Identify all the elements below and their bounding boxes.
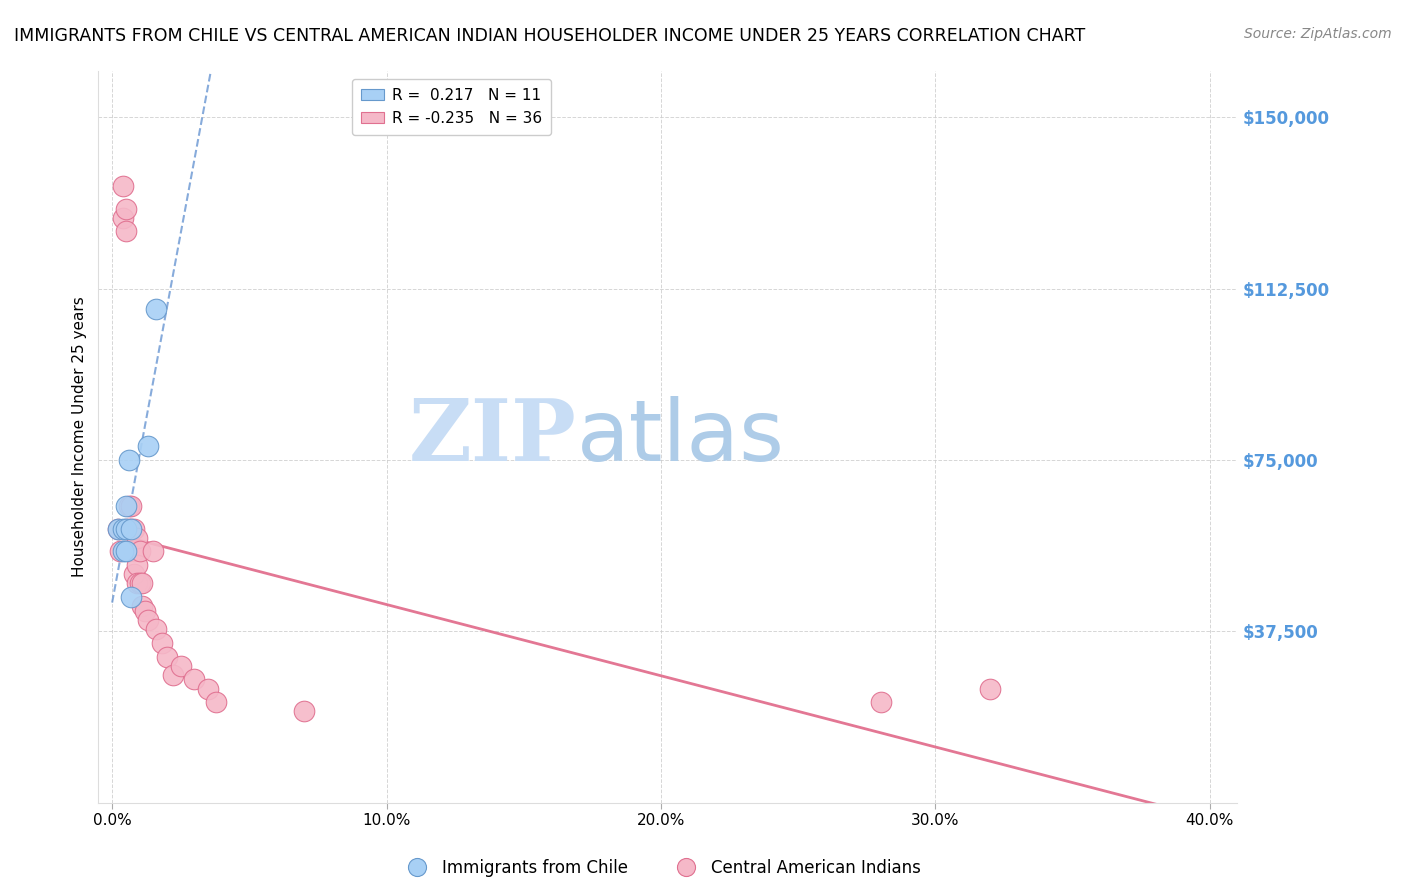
Point xyxy=(120,521,142,535)
Point xyxy=(136,613,159,627)
Point xyxy=(115,224,138,238)
Text: ZIP: ZIP xyxy=(409,395,576,479)
Point xyxy=(122,567,145,582)
Point xyxy=(112,544,135,558)
Point xyxy=(110,544,132,558)
Point xyxy=(107,521,129,535)
Point xyxy=(136,439,159,453)
Point xyxy=(115,202,138,216)
Y-axis label: Householder Income Under 25 years: Householder Income Under 25 years xyxy=(72,297,87,577)
Point xyxy=(112,211,135,225)
Point xyxy=(205,695,228,709)
Point xyxy=(292,705,315,719)
Point xyxy=(125,576,148,591)
Point xyxy=(145,622,167,636)
Point xyxy=(131,599,153,614)
Point xyxy=(115,544,138,558)
Point xyxy=(131,576,153,591)
Point xyxy=(150,636,173,650)
Point xyxy=(197,681,219,696)
Point xyxy=(117,453,139,467)
Point xyxy=(125,558,148,573)
Point xyxy=(134,604,156,618)
Point xyxy=(120,521,142,535)
Point xyxy=(128,544,150,558)
Text: IMMIGRANTS FROM CHILE VS CENTRAL AMERICAN INDIAN HOUSEHOLDER INCOME UNDER 25 YEA: IMMIGRANTS FROM CHILE VS CENTRAL AMERICA… xyxy=(14,27,1085,45)
Legend: R =  0.217   N = 11, R = -0.235   N = 36: R = 0.217 N = 11, R = -0.235 N = 36 xyxy=(352,79,551,135)
Point xyxy=(125,531,148,545)
Point xyxy=(120,499,142,513)
Point xyxy=(869,695,891,709)
Point xyxy=(112,521,135,535)
Point xyxy=(120,590,142,604)
Point xyxy=(162,667,184,681)
Point xyxy=(183,673,205,687)
Point xyxy=(112,178,135,193)
Legend: Immigrants from Chile, Central American Indians: Immigrants from Chile, Central American … xyxy=(394,853,928,884)
Point xyxy=(117,544,139,558)
Point xyxy=(128,576,150,591)
Point xyxy=(170,658,193,673)
Point xyxy=(122,521,145,535)
Point xyxy=(117,499,139,513)
Point xyxy=(142,544,165,558)
Point xyxy=(156,649,179,664)
Point xyxy=(117,521,139,535)
Point xyxy=(145,301,167,317)
Point xyxy=(115,521,138,535)
Text: Source: ZipAtlas.com: Source: ZipAtlas.com xyxy=(1244,27,1392,41)
Point xyxy=(115,499,138,513)
Text: atlas: atlas xyxy=(576,395,785,479)
Point xyxy=(122,544,145,558)
Point xyxy=(115,521,138,535)
Point xyxy=(107,521,129,535)
Point xyxy=(979,681,1001,696)
